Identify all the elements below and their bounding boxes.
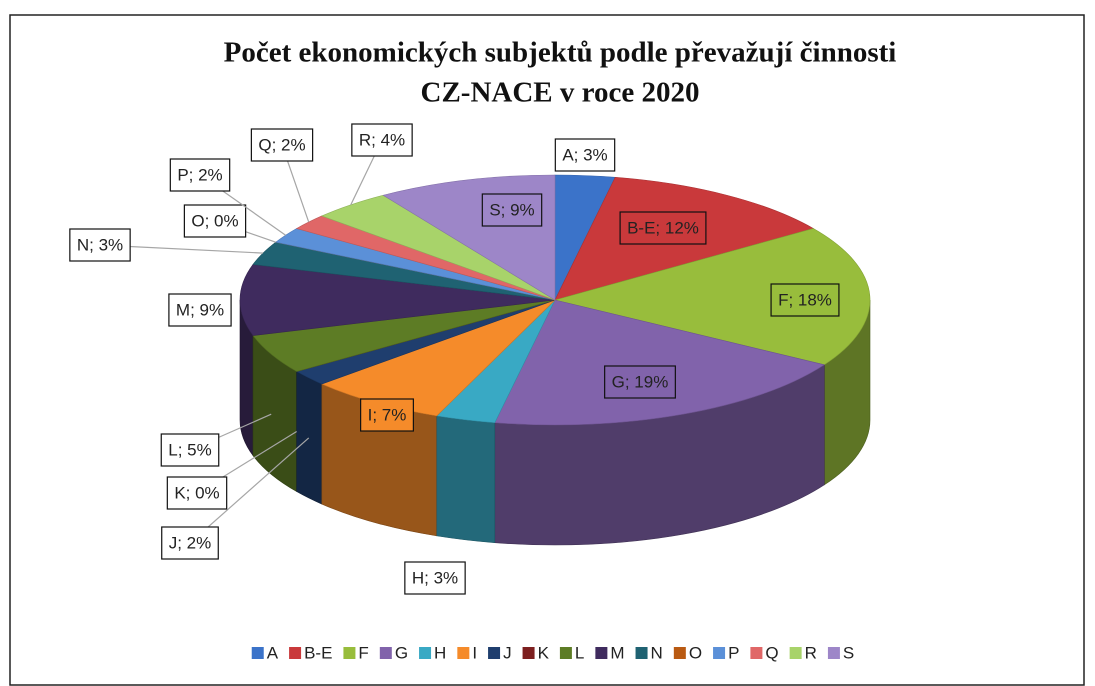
legend-swatch — [789, 647, 802, 659]
leader-line — [189, 437, 310, 544]
label-box — [351, 123, 413, 157]
data-label: J; 2% — [169, 533, 212, 552]
data-label: S; 9% — [489, 200, 534, 219]
legend-label: N — [651, 643, 663, 662]
legend-swatch — [419, 647, 432, 659]
data-label: M; 9% — [176, 300, 224, 319]
label-box — [168, 293, 232, 327]
data-label: A; 3% — [562, 145, 607, 164]
slice-side — [436, 415, 496, 544]
legend-swatch — [559, 647, 572, 659]
legend-label: I — [472, 643, 477, 662]
legend-label: S — [843, 643, 854, 662]
legend-swatch — [488, 647, 501, 659]
chart-title: Počet ekonomických subjektů podle převaž… — [224, 37, 897, 69]
legend-swatch — [251, 647, 264, 659]
legend-swatch — [289, 647, 302, 659]
legend-swatch — [673, 647, 686, 659]
legend-label: B-E — [304, 643, 332, 662]
data-label: B-E; 12% — [627, 218, 699, 237]
legend-label: Q — [765, 643, 778, 662]
legend-swatch — [713, 647, 726, 659]
legend-swatch — [379, 647, 392, 659]
chart-subtitle: CZ-NACE v roce 2020 — [421, 77, 700, 109]
label-box — [166, 476, 228, 510]
legend-label: G — [395, 643, 408, 662]
pie-sides — [239, 299, 871, 546]
label-box — [770, 283, 840, 317]
legend-label: A — [267, 643, 279, 662]
label-box — [169, 158, 231, 192]
data-label: G; 19% — [612, 372, 669, 391]
data-label: O; 0% — [191, 211, 238, 230]
legend-label: F — [358, 643, 368, 662]
label-box — [481, 193, 543, 227]
legend-label: L — [575, 643, 584, 662]
legend-label: O — [689, 643, 702, 662]
data-label: N; 3% — [77, 235, 123, 254]
data-label: H; 3% — [412, 568, 458, 587]
label-box — [161, 526, 219, 560]
label-box — [69, 228, 131, 262]
slice — [239, 264, 556, 336]
data-label: F; 18% — [778, 290, 832, 309]
label-box — [619, 211, 707, 245]
label-box — [404, 561, 466, 595]
slice-side — [296, 370, 323, 505]
legend-swatch — [457, 647, 470, 659]
legend-label: P — [728, 643, 739, 662]
label-box — [183, 204, 247, 238]
legend-label: H — [434, 643, 446, 662]
label-box — [554, 138, 616, 172]
data-label: I; 7% — [368, 405, 407, 424]
label-box — [250, 128, 314, 162]
label-box — [160, 433, 220, 467]
legend-swatch — [522, 647, 535, 659]
legend-swatch — [750, 647, 763, 659]
data-label: Q; 2% — [258, 135, 305, 154]
legend-label: J — [503, 643, 512, 662]
legend-swatch — [343, 647, 356, 659]
legend-swatch — [635, 647, 648, 659]
legend-swatch — [595, 647, 608, 659]
legend: A B-E F G H I J K L M N O P Q R S — [251, 643, 854, 662]
label-box — [604, 365, 676, 399]
legend-label: K — [538, 643, 550, 662]
data-label: K; 0% — [174, 483, 219, 502]
slice — [553, 228, 871, 366]
data-labels: A; 3% B-E; 12% F; 18% G; 19% H; 3% I; 7% J; 2%… — [69, 123, 840, 595]
legend-label: M — [610, 643, 624, 662]
data-label: L; 5% — [168, 440, 211, 459]
legend-label: R — [805, 643, 817, 662]
legend-swatch — [827, 647, 840, 659]
data-label: P; 2% — [177, 165, 222, 184]
slice — [494, 299, 826, 426]
data-label: R; 4% — [359, 130, 405, 149]
label-box — [360, 398, 414, 432]
